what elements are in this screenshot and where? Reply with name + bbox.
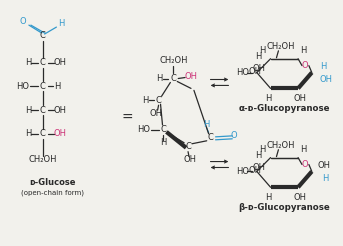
Text: H: H	[322, 174, 329, 183]
Text: H: H	[256, 52, 262, 61]
Text: HO: HO	[237, 68, 250, 77]
Text: OH: OH	[252, 64, 265, 73]
Text: OH: OH	[54, 58, 67, 67]
Text: O: O	[231, 131, 238, 140]
Text: OH: OH	[248, 67, 261, 76]
Text: OH: OH	[54, 129, 67, 138]
Text: C: C	[40, 82, 46, 91]
Text: OH: OH	[248, 166, 261, 175]
Text: H: H	[58, 19, 64, 28]
Text: C: C	[208, 133, 214, 142]
Text: O: O	[20, 17, 26, 26]
Text: =: =	[121, 111, 133, 125]
Text: CH₂OH: CH₂OH	[266, 42, 295, 51]
Text: H: H	[300, 46, 306, 55]
Text: CH₂OH: CH₂OH	[28, 155, 57, 164]
Text: H: H	[25, 58, 31, 67]
Text: H: H	[265, 193, 272, 202]
Text: C: C	[161, 125, 166, 134]
Text: OH: OH	[149, 109, 162, 118]
Text: C: C	[40, 129, 46, 138]
Text: H: H	[143, 96, 149, 105]
Text: OH: OH	[185, 72, 198, 81]
Text: C: C	[40, 31, 46, 41]
Text: H: H	[25, 129, 31, 138]
Text: OH: OH	[252, 163, 265, 172]
Text: OH: OH	[184, 155, 197, 164]
Text: OH: OH	[294, 193, 307, 202]
Text: OH: OH	[317, 161, 330, 170]
Text: H: H	[260, 46, 266, 55]
Text: CH₂OH: CH₂OH	[159, 56, 188, 65]
Text: C: C	[40, 58, 46, 67]
Text: ᴅ-Glucose: ᴅ-Glucose	[29, 178, 76, 187]
Text: H: H	[160, 138, 167, 147]
Text: H: H	[54, 82, 61, 91]
Text: HO: HO	[16, 82, 29, 91]
Text: β-ᴅ-Glucopyranose: β-ᴅ-Glucopyranose	[238, 202, 330, 212]
Text: O: O	[301, 160, 308, 169]
Text: H: H	[256, 151, 262, 160]
Text: C: C	[170, 74, 176, 83]
Text: H: H	[300, 145, 306, 154]
Text: H: H	[156, 74, 163, 83]
Text: α-ᴅ-Glucopyranose: α-ᴅ-Glucopyranose	[239, 104, 330, 113]
Text: C: C	[185, 142, 191, 151]
Text: C: C	[40, 106, 46, 115]
Text: H: H	[260, 145, 266, 154]
Text: OH: OH	[54, 106, 67, 115]
Text: H: H	[203, 121, 210, 129]
Text: HO: HO	[137, 125, 150, 134]
Text: C: C	[156, 96, 162, 105]
Text: H: H	[320, 62, 327, 71]
Text: H: H	[265, 94, 272, 103]
Text: CH₂OH: CH₂OH	[266, 141, 295, 150]
Text: OH: OH	[294, 94, 307, 103]
Text: HO: HO	[237, 167, 250, 176]
Text: (open-chain form): (open-chain form)	[21, 190, 84, 197]
Text: H: H	[25, 106, 31, 115]
Text: O: O	[301, 61, 308, 70]
Text: OH: OH	[319, 75, 332, 84]
